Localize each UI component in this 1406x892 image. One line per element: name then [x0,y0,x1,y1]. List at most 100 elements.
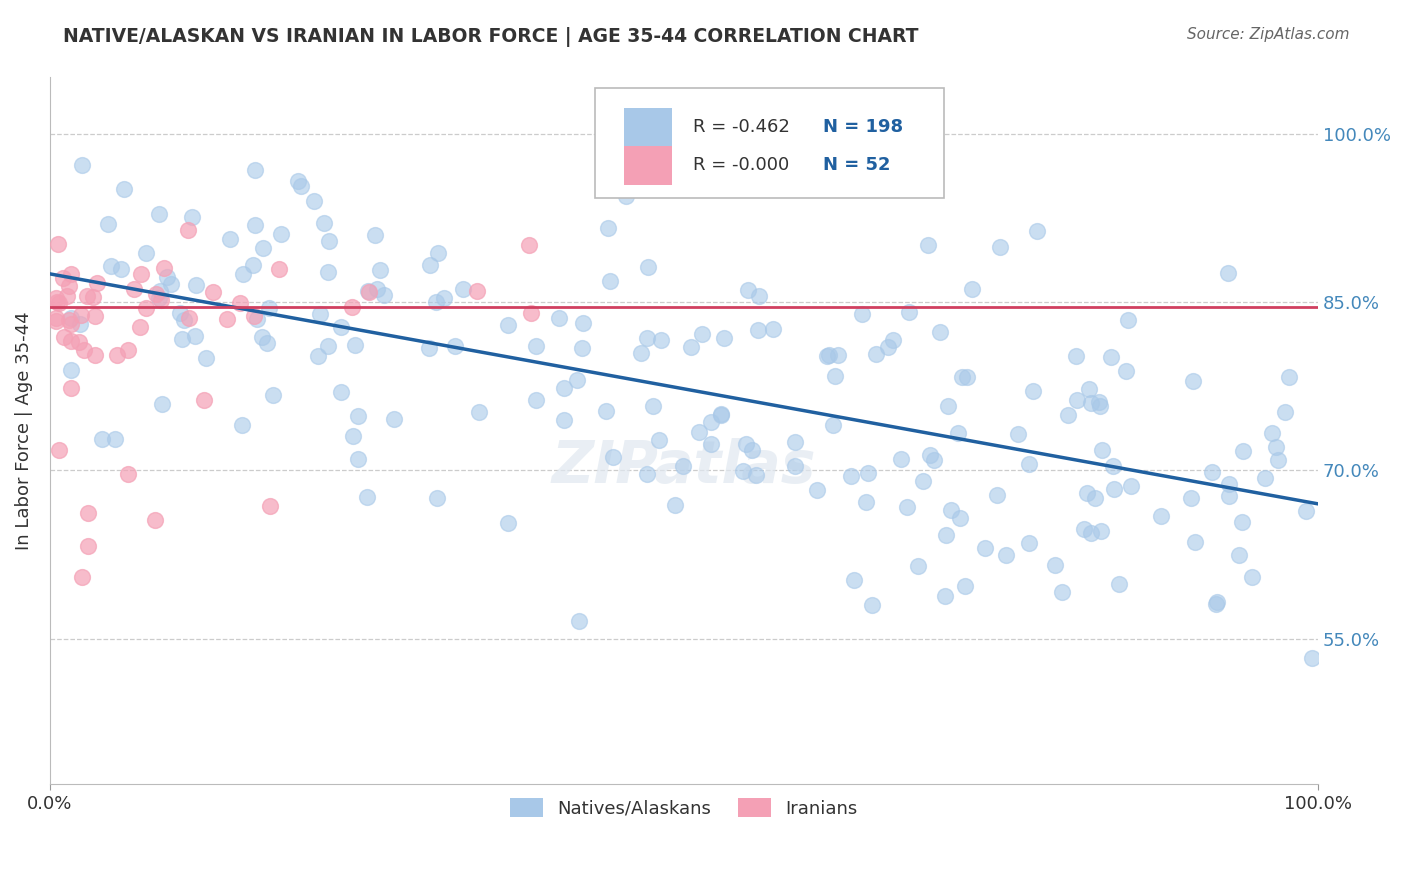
Natives/Alaskans [1218,489,1240,503]
Natives/Alaskans [1073,522,1095,536]
Iranians [45,295,67,310]
Natives/Alaskans [1099,351,1122,365]
Natives/Alaskans [1018,457,1040,471]
Natives/Alaskans [548,310,571,325]
Iranians [60,317,83,331]
Natives/Alaskans [856,467,879,481]
Natives/Alaskans [232,267,254,281]
Natives/Alaskans [357,284,380,298]
Natives/Alaskans [946,426,969,441]
Natives/Alaskans [304,194,326,208]
Natives/Alaskans [1101,458,1123,473]
Natives/Alaskans [1295,504,1317,518]
Natives/Alaskans [1043,558,1066,573]
Iranians [217,311,239,326]
Iranians [135,301,157,315]
Text: N = 52: N = 52 [824,156,891,175]
Natives/Alaskans [290,179,312,194]
Iranians [82,290,104,304]
Natives/Alaskans [641,400,664,414]
Iranians [152,261,174,276]
Natives/Alaskans [243,163,266,178]
Natives/Alaskans [1088,395,1111,409]
Natives/Alaskans [636,467,658,481]
Natives/Alaskans [783,434,806,449]
Natives/Alaskans [346,409,368,423]
Natives/Alaskans [896,500,918,515]
Natives/Alaskans [950,369,973,384]
Natives/Alaskans [1077,382,1099,396]
Natives/Alaskans [877,340,900,354]
Natives/Alaskans [1201,466,1223,480]
Natives/Alaskans [426,491,449,505]
Natives/Alaskans [599,274,621,288]
Natives/Alaskans [318,235,340,249]
Natives/Alaskans [218,232,240,246]
Natives/Alaskans [630,346,652,360]
Natives/Alaskans [100,259,122,273]
Iranians [45,291,67,305]
Iranians [58,278,80,293]
Natives/Alaskans [1218,477,1240,491]
Iranians [122,282,145,296]
Natives/Alaskans [418,341,440,355]
Natives/Alaskans [1102,482,1125,496]
Natives/Alaskans [1108,577,1130,591]
Natives/Alaskans [882,333,904,347]
Natives/Alaskans [69,317,91,331]
Iranians [69,308,91,322]
Natives/Alaskans [316,339,339,353]
Iranians [58,313,80,327]
Natives/Alaskans [571,341,593,355]
Iranians [243,309,266,323]
Iranians [60,268,83,282]
Natives/Alaskans [1056,408,1078,422]
Natives/Alaskans [650,333,672,347]
Natives/Alaskans [156,270,179,285]
Iranians [45,314,67,328]
Natives/Alaskans [602,450,624,464]
Natives/Alaskans [496,318,519,332]
Natives/Alaskans [173,313,195,327]
Iranians [77,539,100,553]
Natives/Alaskans [713,331,735,345]
Natives/Alaskans [818,348,841,362]
Natives/Alaskans [110,262,132,277]
Natives/Alaskans [553,382,575,396]
Natives/Alaskans [1301,651,1323,665]
Natives/Alaskans [1084,491,1107,506]
Natives/Alaskans [815,349,838,363]
Natives/Alaskans [806,483,828,497]
Natives/Alaskans [762,322,785,336]
Iranians [517,238,540,252]
Natives/Alaskans [343,338,366,352]
Natives/Alaskans [242,258,264,272]
Natives/Alaskans [256,336,278,351]
Natives/Alaskans [1026,224,1049,238]
Text: NATIVE/ALASKAN VS IRANIAN IN LABOR FORCE | AGE 35-44 CORRELATION CHART: NATIVE/ALASKAN VS IRANIAN IN LABOR FORCE… [63,27,918,46]
Natives/Alaskans [860,598,883,612]
Natives/Alaskans [936,399,959,413]
Natives/Alaskans [112,182,135,196]
Natives/Alaskans [150,397,173,411]
Natives/Alaskans [451,282,474,296]
Natives/Alaskans [1091,443,1114,458]
Iranians [52,270,75,285]
Natives/Alaskans [1150,508,1173,523]
Iranians [59,334,82,349]
Iranians [143,513,166,527]
Natives/Alaskans [419,258,441,272]
Text: N = 198: N = 198 [824,119,904,136]
FancyBboxPatch shape [595,88,943,198]
Natives/Alaskans [186,277,208,292]
Natives/Alaskans [149,284,172,298]
Natives/Alaskans [90,432,112,446]
Iranians [73,343,96,357]
Natives/Alaskans [252,241,274,255]
Iranians [53,329,76,343]
Natives/Alaskans [245,219,267,233]
Natives/Alaskans [851,307,873,321]
Natives/Alaskans [160,277,183,291]
Natives/Alaskans [733,464,755,478]
Legend: Natives/Alaskans, Iranians: Natives/Alaskans, Iranians [503,791,865,825]
